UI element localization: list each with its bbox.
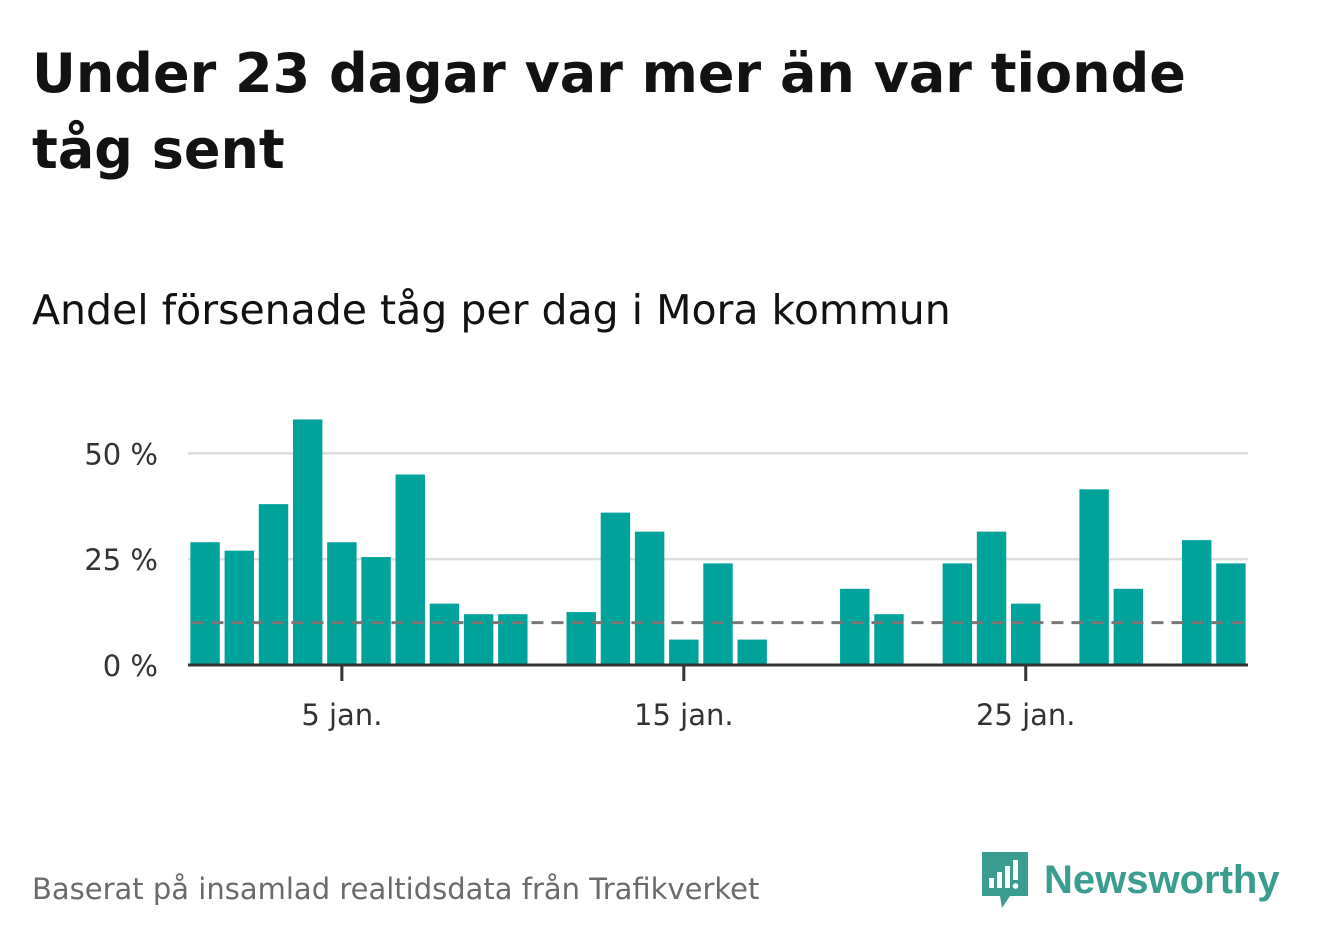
bar [190,542,220,665]
x-tick-label: 5 jan. [301,698,382,732]
bar [1216,563,1246,665]
bar-chart: 0 % 25 % 50 % 5 jan. 15 jan. 25 jan. [84,419,1248,732]
bar [942,563,973,665]
y-tick-label: 0 % [103,649,158,683]
y-tick-label: 50 % [84,437,158,471]
bar [327,542,357,665]
bar [1182,540,1212,665]
chart-title: Under 23 dagar var mer än var tionde tåg… [32,42,1186,181]
bar [566,612,596,665]
x-tick-label: 25 jan. [976,698,1076,732]
brand-logo[interactable]: Newsworthy [980,848,1280,912]
bar [258,504,289,665]
bar [634,531,665,665]
bar [1011,603,1041,665]
bar [361,557,391,665]
bar [840,588,870,665]
bar [1079,489,1109,665]
bar [737,639,767,665]
bar [224,550,254,665]
bar [1113,588,1144,665]
source-note: Baserat på insamlad realtidsdata från Tr… [32,872,760,906]
x-tick-label: 15 jan. [634,698,734,732]
chart-subtitle: Andel försenade tåg per dag i Mora kommu… [32,286,951,334]
brand-name: Newsworthy [1044,857,1280,902]
newsworthy-logo-icon [982,852,1028,908]
y-tick-label: 25 % [84,543,158,577]
bar [429,603,460,665]
bar [600,512,631,665]
bar [395,474,425,665]
bar [292,419,323,665]
bar [703,563,733,665]
bar [669,639,699,665]
bar [976,531,1007,665]
